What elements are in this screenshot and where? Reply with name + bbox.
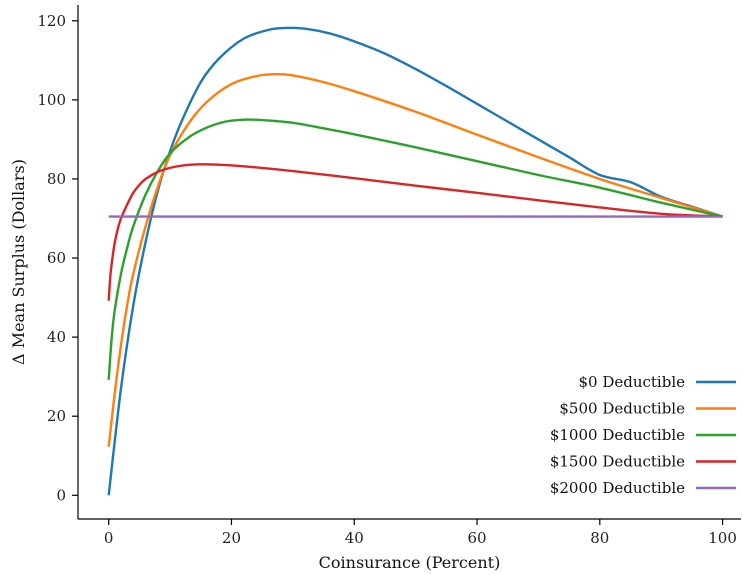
plot-area [107,26,723,496]
y-tick-label: 100 [37,91,66,109]
y-tick-label: 120 [37,12,66,30]
x-tick-label: 60 [467,529,486,547]
y-tick-label: 60 [47,249,66,267]
x-tick-label: 20 [222,529,241,547]
x-tick-label: 0 [104,529,114,547]
y-tick-label: 80 [47,170,66,188]
legend-label: $1000 Deductible [550,426,685,444]
x-tick-label: 100 [708,529,737,547]
legend: $0 Deductible $500 Deductible $1000 Deduct… [550,373,736,497]
x-tick-label: 40 [345,529,364,547]
y-tick-label: 0 [56,486,66,504]
legend-label: $500 Deductible [559,400,685,418]
legend-label: $2000 Deductible [550,479,685,497]
x-axis: 0 20 40 60 80 100 [78,518,741,547]
x-tick-label: 80 [590,529,609,547]
series-line-1 [107,72,723,447]
series-line-3 [107,163,723,301]
y-tick-label: 20 [47,407,66,425]
y-axis: 0 20 40 60 80 100 120 [37,5,79,519]
x-axis-label: Coinsurance (Percent) [319,553,501,572]
series-line-0 [107,26,723,496]
y-axis-label: Δ Mean Surplus (Dollars) [9,159,28,365]
legend-label: $1500 Deductible [550,453,685,471]
legend-label: $0 Deductible [578,373,685,391]
series-line-2 [107,118,723,380]
y-tick-label: 40 [47,328,66,346]
